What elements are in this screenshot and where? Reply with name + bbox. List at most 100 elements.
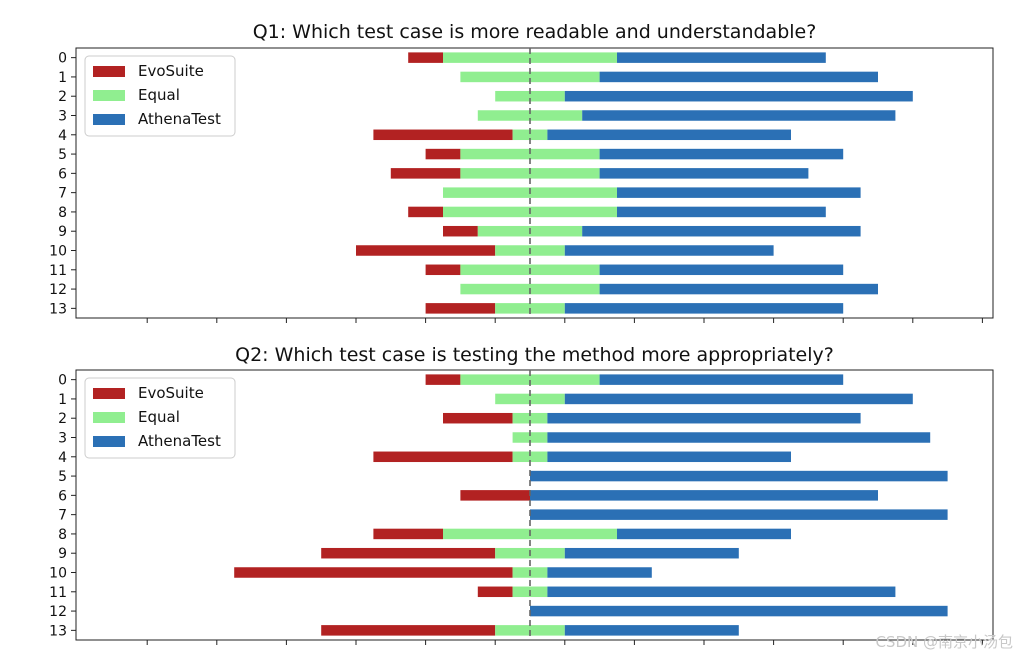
y-tick-label: 11 (49, 585, 67, 601)
bar-athenatest (530, 470, 948, 482)
y-tick-label: 7 (58, 508, 67, 524)
legend-swatch (93, 412, 125, 423)
bar-athenatest (617, 187, 861, 198)
y-tick-label: 4 (58, 128, 67, 144)
y-tick-label: 0 (58, 373, 67, 389)
bar-equal (443, 52, 617, 63)
y-tick-label: 9 (58, 546, 67, 562)
legend-swatch (93, 388, 125, 399)
legend-swatch (93, 114, 125, 125)
watermark: CSDN @南京小汤包 (875, 633, 1013, 651)
bar-evosuite (425, 264, 461, 276)
legend: EvoSuite Equal AthenaTest (84, 377, 236, 459)
y-tick-label: 5 (58, 469, 67, 485)
bar-evosuite (443, 225, 478, 237)
legend-label: AthenaTest (138, 432, 221, 450)
bar-equal (512, 451, 548, 463)
legend: EvoSuite Equal AthenaTest (84, 55, 236, 137)
bar-athenatest (564, 90, 913, 102)
chart-title: Q2: Which test case is testing the metho… (235, 344, 834, 366)
bar-athenatest (599, 71, 878, 83)
y-tick-label: 8 (58, 205, 67, 221)
bar-athenatest (599, 374, 844, 385)
y-tick-label: 13 (49, 623, 67, 639)
legend-swatch (93, 436, 125, 447)
y-tick-label: 10 (49, 244, 67, 260)
y-tick-label: 1 (58, 70, 67, 86)
bar-evosuite (321, 547, 496, 559)
chart-q2: Q2: Which test case is testing the metho… (49, 344, 994, 645)
y-tick-label: 1 (58, 392, 67, 408)
bar-athenatest (599, 168, 809, 179)
y-tick-label: 6 (58, 488, 67, 504)
bar-athenatest (564, 625, 739, 636)
bar-athenatest (547, 432, 931, 443)
bar-evosuite (373, 451, 513, 463)
y-tick-label: 2 (58, 89, 67, 105)
bar-equal (477, 110, 583, 121)
legend-swatch (93, 90, 125, 101)
bar-athenatest (547, 451, 791, 463)
y-tick-label: 13 (49, 301, 67, 317)
bar-athenatest (599, 264, 844, 276)
bar-equal (460, 71, 600, 83)
bar-athenatest (564, 393, 913, 405)
bar-athenatest (547, 412, 861, 424)
y-tick-label: 5 (58, 147, 67, 163)
bar-athenatest (547, 567, 652, 578)
bar-athenatest (582, 225, 861, 237)
bar-athenatest (564, 245, 774, 256)
bar-athenatest (547, 129, 791, 141)
y-tick-label: 6 (58, 166, 67, 182)
bar-equal (512, 129, 548, 141)
plot-frame (75, 369, 994, 641)
y-tick-label: 8 (58, 527, 67, 543)
chart-q1: Q1: Which test case is more readable and… (49, 21, 994, 323)
bar-evosuite (356, 245, 496, 256)
plot-frame (75, 47, 994, 319)
y-tick-label: 12 (49, 282, 67, 298)
legend-label: Equal (138, 408, 180, 426)
y-tick-label: 11 (49, 263, 67, 279)
legend-label: Equal (138, 86, 180, 104)
bar-equal (512, 412, 548, 424)
bar-evosuite (460, 490, 530, 501)
y-tick-label: 3 (58, 109, 67, 125)
bar-evosuite (425, 303, 496, 314)
bar-evosuite (373, 528, 443, 540)
bar-evosuite (234, 567, 513, 578)
legend-label: EvoSuite (138, 384, 204, 402)
legend-label: AthenaTest (138, 110, 221, 128)
y-tick-label: 4 (58, 450, 67, 466)
bar-athenatest (617, 206, 826, 218)
bar-evosuite (425, 374, 461, 385)
bar-athenatest (564, 547, 739, 559)
y-tick-label: 0 (58, 51, 67, 67)
bar-athenatest (617, 52, 826, 63)
y-tick-label: 3 (58, 431, 67, 447)
bar-athenatest (564, 303, 844, 314)
legend-label: EvoSuite (138, 62, 204, 80)
bar-equal (495, 393, 565, 405)
y-tick-label: 7 (58, 186, 67, 202)
bar-evosuite (477, 586, 513, 598)
bar-athenatest (617, 528, 791, 540)
bar-evosuite (373, 129, 513, 141)
bar-evosuite (443, 412, 513, 424)
y-tick-label: 12 (49, 604, 67, 620)
bar-evosuite (408, 206, 443, 218)
bar-evosuite (321, 625, 496, 636)
bar-athenatest (599, 283, 878, 295)
y-tick-label: 10 (49, 566, 67, 582)
bar-evosuite (425, 148, 461, 160)
bar-athenatest (582, 110, 896, 121)
bar-equal (460, 148, 600, 160)
y-tick-label: 9 (58, 224, 67, 240)
bar-equal (495, 90, 565, 102)
bar-athenatest (599, 148, 844, 160)
bar-athenatest (530, 605, 948, 617)
bar-equal (460, 374, 600, 385)
bar-athenatest (530, 509, 948, 520)
bar-equal (512, 432, 548, 443)
